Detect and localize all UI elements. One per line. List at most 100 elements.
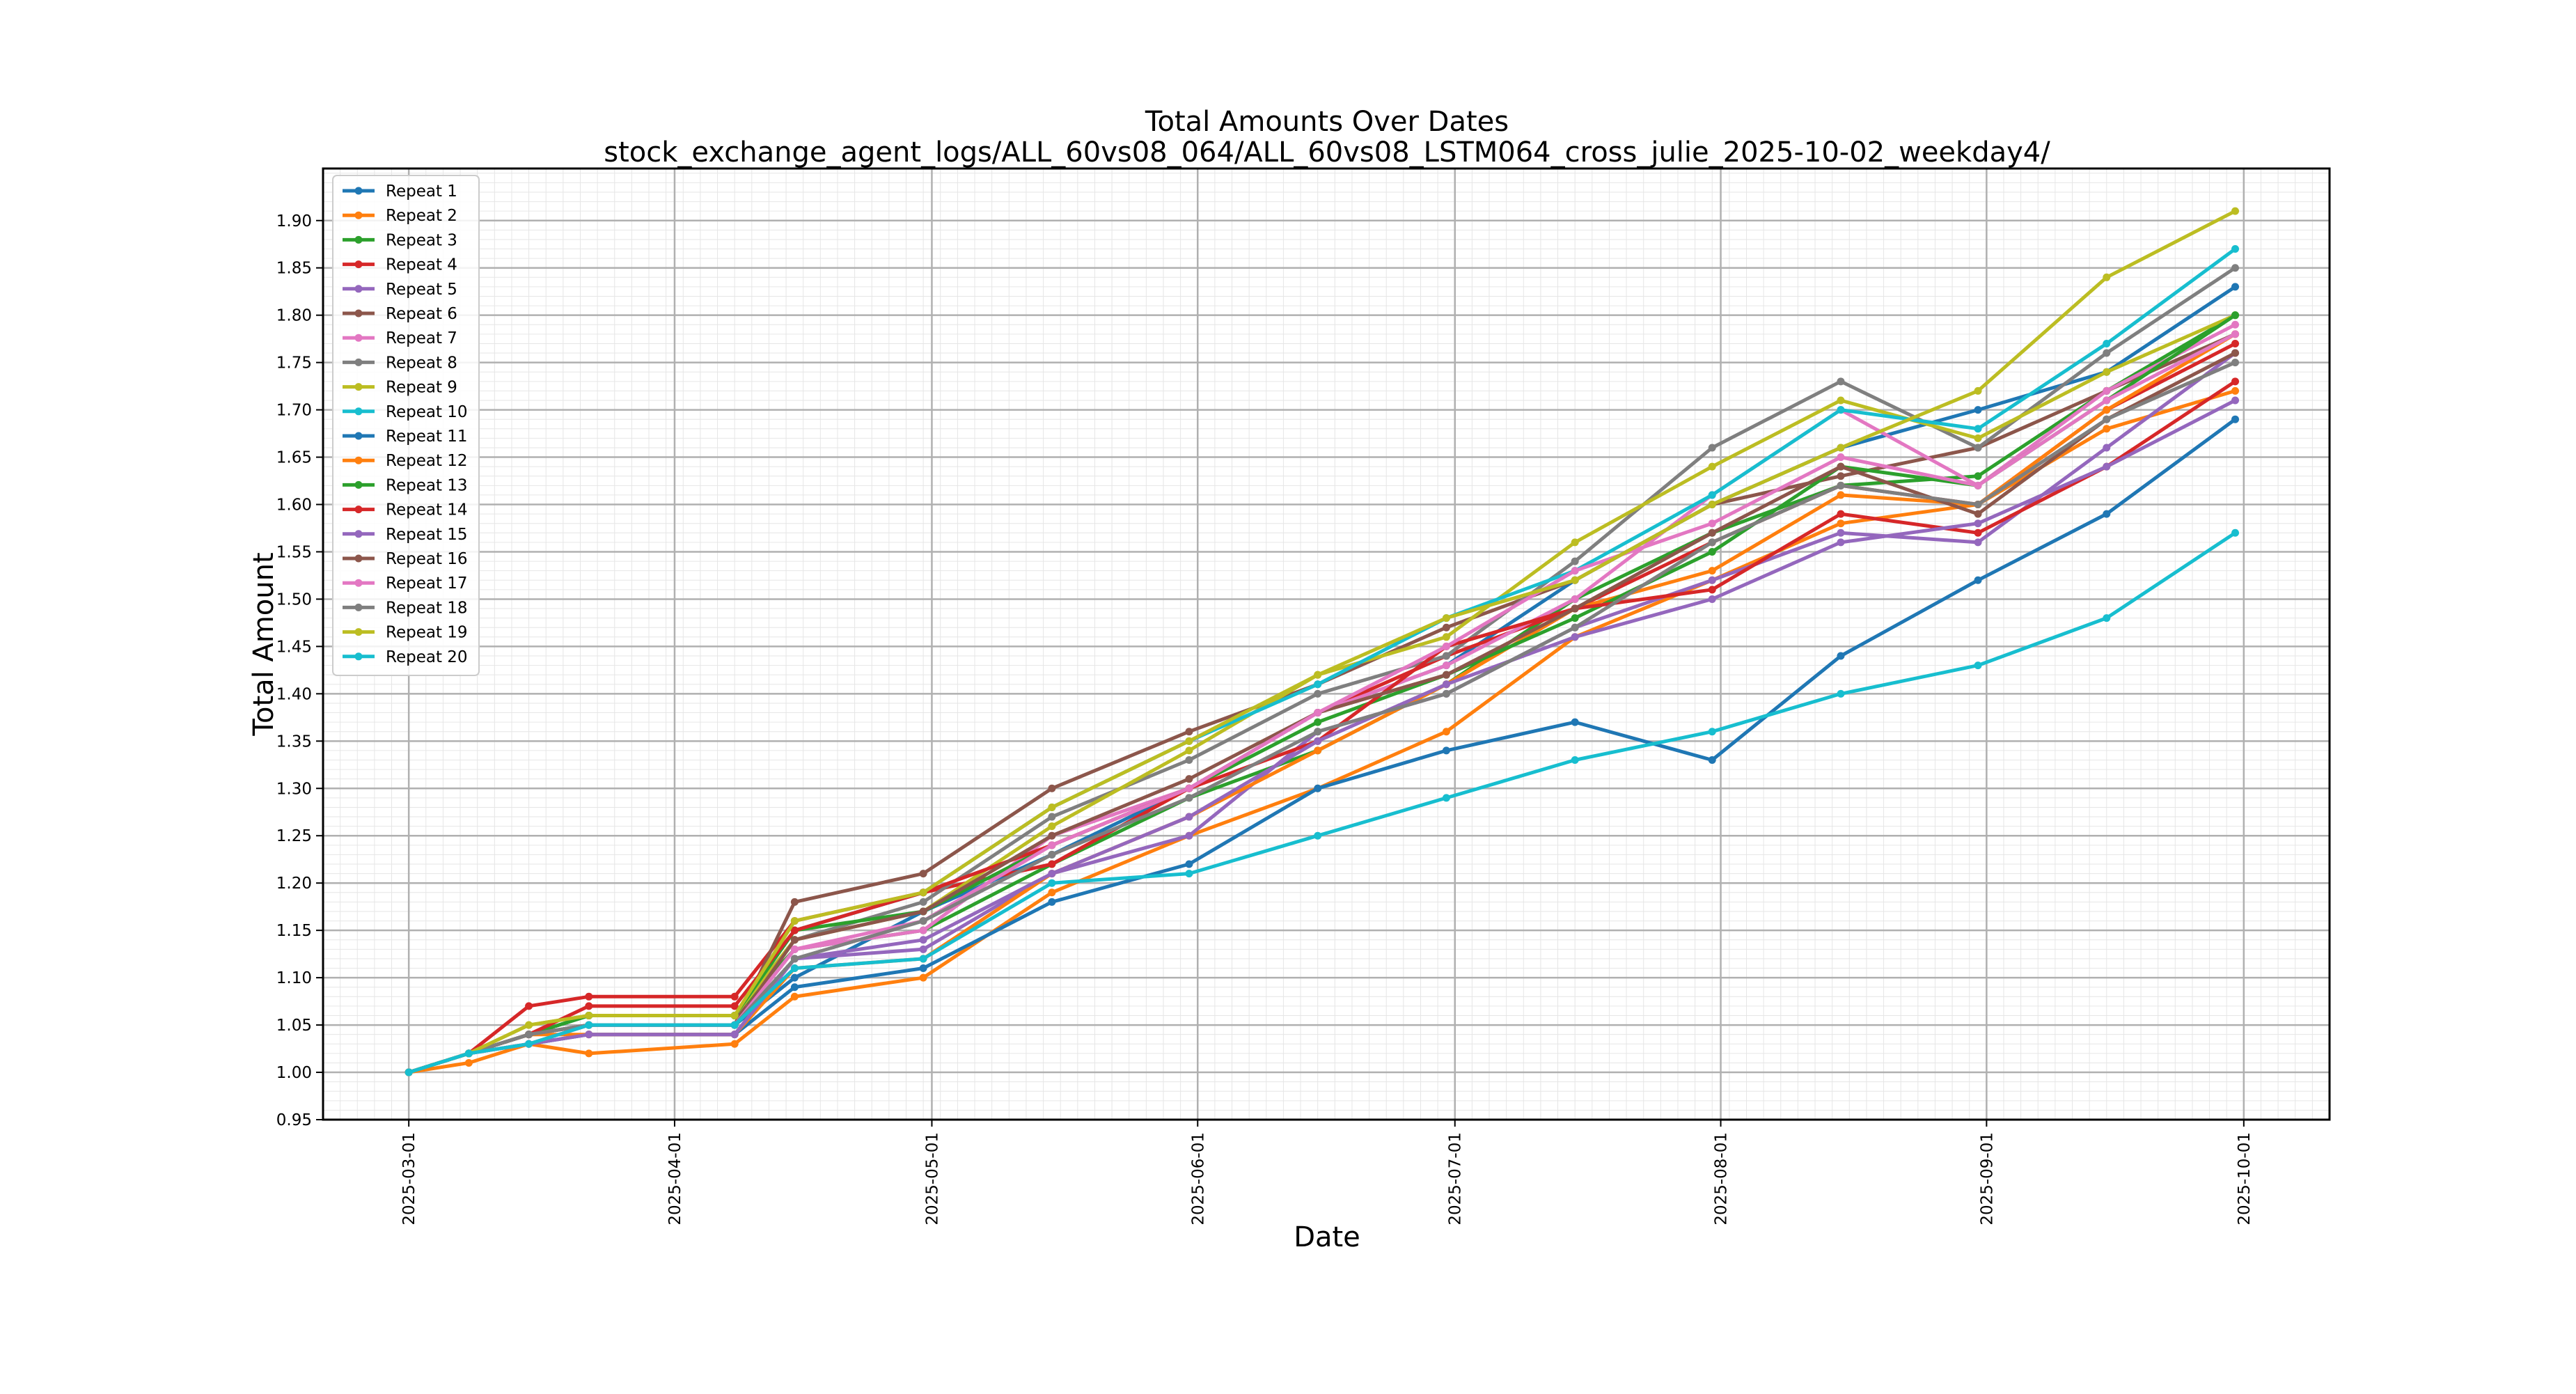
data-point (2103, 386, 2111, 395)
data-point (790, 964, 799, 973)
legend-swatch-marker (354, 383, 363, 391)
data-point (919, 955, 927, 963)
legend-swatch-marker (354, 554, 363, 563)
data-point (1314, 737, 1322, 745)
data-point (1708, 547, 1716, 556)
data-point (585, 992, 593, 1001)
data-point (2103, 273, 2111, 281)
data-point (1442, 623, 1450, 632)
x-tick-label: 2025-09-01 (1978, 1132, 1996, 1225)
legend-label: Repeat 12 (386, 452, 468, 470)
data-point (730, 1011, 739, 1019)
data-point (2103, 425, 2111, 433)
data-point (1974, 538, 1982, 547)
data-point (2103, 462, 2111, 471)
legend-swatch-marker (354, 506, 363, 514)
legend-label: Repeat 17 (386, 574, 468, 593)
legend-label: Repeat 1 (386, 182, 457, 201)
x-tick-label: 2025-07-01 (1447, 1132, 1465, 1225)
data-point (2231, 283, 2240, 291)
y-tick-label: 1.25 (276, 827, 312, 845)
data-point (1048, 870, 1056, 878)
data-point (1442, 671, 1450, 679)
data-point (2231, 339, 2240, 347)
y-tick-label: 1.50 (276, 590, 312, 609)
y-tick-label: 1.70 (276, 402, 312, 420)
data-point (1185, 813, 1193, 821)
data-point (1571, 604, 1579, 613)
data-point (2103, 415, 2111, 423)
series-group (405, 283, 2240, 1076)
legend-label: Repeat 13 (386, 476, 468, 494)
data-point (1974, 425, 1982, 433)
data-point (585, 1049, 593, 1058)
data-point (1708, 567, 1716, 575)
legend-label: Repeat 15 (386, 526, 468, 544)
data-point (1974, 406, 1982, 414)
legend-label: Repeat 20 (386, 648, 468, 666)
data-point (1974, 481, 1982, 490)
x-axis-label: Date (1294, 1221, 1360, 1253)
data-point (1571, 557, 1579, 565)
data-point (2103, 614, 2111, 622)
data-point (919, 907, 927, 916)
data-point (1571, 623, 1579, 632)
data-point (2231, 264, 2240, 272)
y-tick-label: 1.75 (276, 354, 312, 373)
data-point (1314, 746, 1322, 755)
grid (322, 169, 2330, 1121)
data-point (1442, 661, 1450, 670)
data-point (1314, 784, 1322, 792)
series-group (405, 245, 2240, 1076)
data-point (2231, 415, 2240, 423)
y-tick-label: 1.85 (276, 260, 312, 278)
legend-swatch-marker (354, 285, 363, 293)
series-lines (405, 207, 2240, 1076)
data-point (2231, 311, 2240, 320)
data-point (1837, 510, 1845, 518)
series-group (405, 528, 2240, 1076)
series-line (408, 323, 2236, 1074)
legend-swatch-marker (354, 628, 363, 636)
data-point (1314, 728, 1322, 736)
data-point (1837, 652, 1845, 660)
legend-label: Repeat 16 (386, 550, 468, 568)
data-point (1708, 444, 1716, 452)
x-tick-label: 2025-10-01 (2236, 1132, 2254, 1225)
data-point (464, 1049, 473, 1058)
data-point (1571, 756, 1579, 765)
data-point (730, 992, 739, 1001)
data-point (790, 917, 799, 925)
data-point (1571, 576, 1579, 584)
data-point (790, 973, 799, 982)
data-point (2231, 349, 2240, 357)
legend: Repeat 1 Repeat 2 Repeat 3 Repeat 4 Repeat 5… (332, 175, 480, 676)
legend-swatch-marker (354, 579, 363, 587)
data-point (1048, 850, 1056, 859)
series-line (408, 361, 2236, 1074)
data-point (919, 936, 927, 944)
legend-label: Repeat 9 (386, 379, 457, 397)
data-point (2103, 349, 2111, 357)
data-point (2231, 396, 2240, 405)
y-tick-label: 1.00 (276, 1064, 312, 1082)
data-point (1571, 538, 1579, 547)
data-point (1837, 453, 1845, 462)
legend-swatch-marker (354, 334, 363, 342)
data-point (1185, 870, 1193, 878)
legend-swatch-marker (354, 358, 363, 366)
data-point (2103, 510, 2111, 518)
data-point (2103, 368, 2111, 376)
data-point (1708, 501, 1716, 509)
data-point (1837, 481, 1845, 490)
x-tick-label: 2025-04-01 (666, 1132, 684, 1225)
data-point (1571, 633, 1579, 641)
y-tick-label: 1.60 (276, 496, 312, 515)
data-point (919, 870, 927, 878)
data-point (2231, 320, 2240, 329)
data-point (1837, 528, 1845, 537)
x-tick-label: 2025-05-01 (923, 1132, 941, 1225)
x-tick-label: 2025-06-01 (1189, 1132, 1207, 1225)
